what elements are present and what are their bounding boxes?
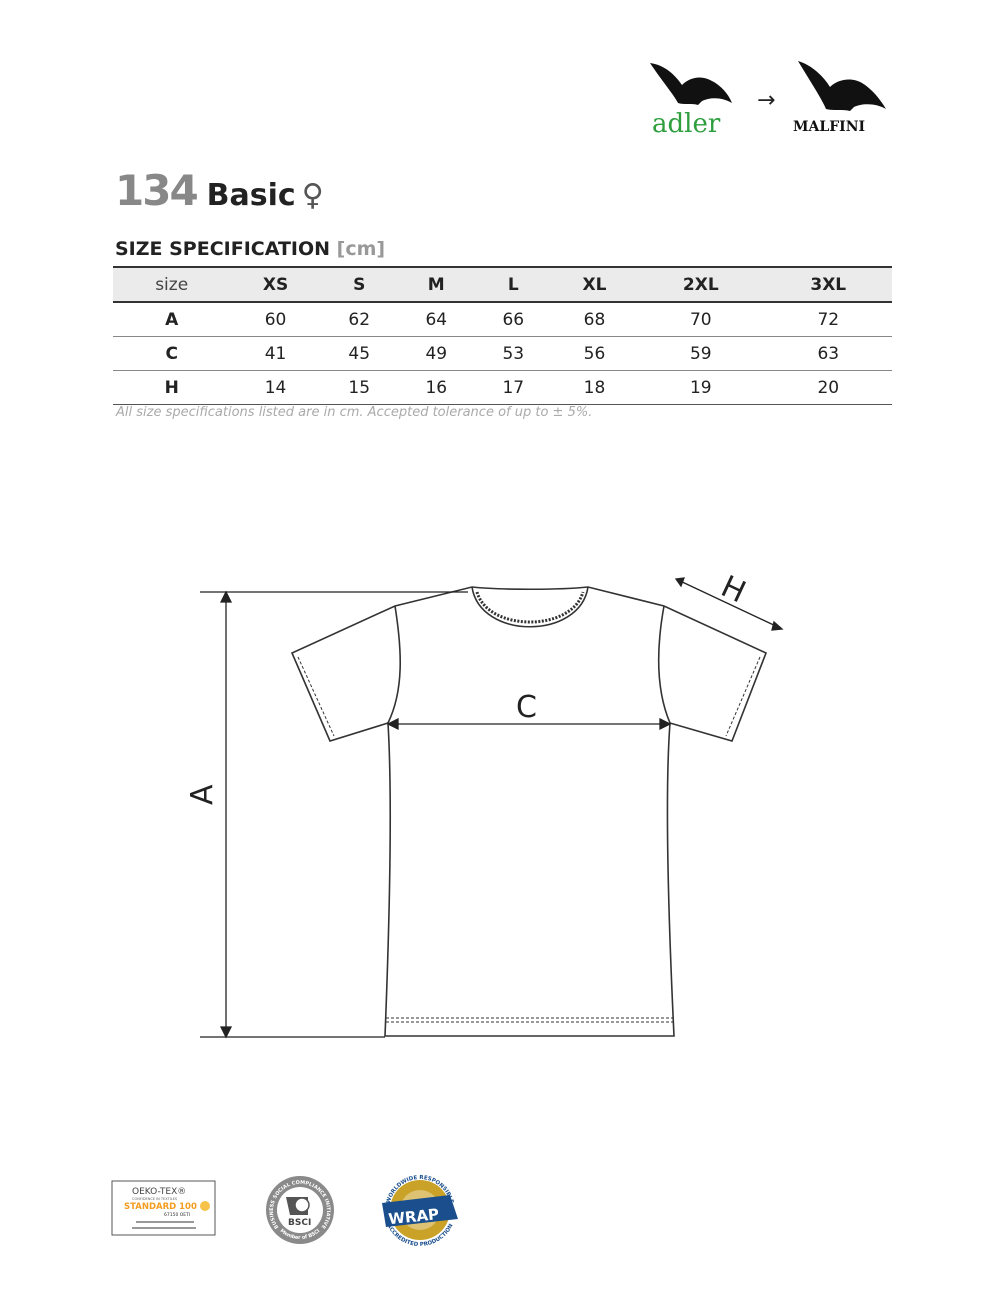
- table-cell: 66: [502, 309, 525, 330]
- table-row: C 41 45 49 53 56 59 63: [113, 337, 892, 371]
- column-header: L: [507, 274, 519, 295]
- table-cell: 20: [817, 377, 840, 398]
- svg-text:CONFIDENCE IN TEXTILES: CONFIDENCE IN TEXTILES: [132, 1197, 178, 1201]
- female-icon: ♀: [301, 178, 324, 213]
- malfini-logo: MALFINI: [793, 61, 886, 135]
- product-name: Basic: [206, 178, 296, 213]
- table-cell: 64: [425, 309, 448, 330]
- table-cell: 59: [689, 343, 712, 364]
- label-c: C: [516, 690, 537, 725]
- table-cell: 68: [583, 309, 606, 330]
- table-cell: 60: [264, 309, 287, 330]
- table-cell: 19: [689, 377, 712, 398]
- row-label: A: [165, 309, 179, 330]
- table-cell: 18: [583, 377, 606, 398]
- tshirt-outline: [290, 586, 768, 1037]
- section-title: SIZE SPECIFICATION [cm]: [115, 238, 386, 260]
- column-header: XL: [582, 274, 607, 295]
- svg-text:STANDARD 100: STANDARD 100: [124, 1202, 197, 1212]
- column-header: 3XL: [810, 274, 847, 295]
- product-number: 134: [115, 166, 199, 215]
- table-cell: 56: [583, 343, 606, 364]
- column-header: M: [427, 274, 445, 295]
- table-row: A 60 62 64 66 68 70 72: [113, 302, 892, 337]
- svg-text:OEKO-TEX®: OEKO-TEX®: [132, 1187, 186, 1197]
- table-cell: 72: [817, 309, 840, 330]
- oeko-tex-logo: OEKO-TEX® CONFIDENCE IN TEXTILES STANDAR…: [111, 1180, 216, 1236]
- table-cell: 70: [689, 309, 712, 330]
- bsci-logo: BSCI BUSINESS SOCIAL COMPLIANCE INITIATI…: [266, 1176, 334, 1244]
- column-header: S: [353, 274, 366, 295]
- svg-text:BSCI: BSCI: [288, 1218, 311, 1228]
- column-header: XS: [262, 274, 289, 295]
- certification-logos: OEKO-TEX® CONFIDENCE IN TEXTILES STANDAR…: [111, 1175, 458, 1248]
- product-title: 134 Basic ♀: [115, 166, 324, 215]
- table-cell: 62: [348, 309, 371, 330]
- svg-text:adler: adler: [652, 109, 721, 139]
- svg-text:MALFINI: MALFINI: [793, 119, 865, 135]
- table-row: H 14 15 16 17 18 19 20: [113, 371, 892, 405]
- wrap-logo: WRAP WORLDWIDE RESPONSIBLE ACCREDITED PR…: [382, 1175, 458, 1248]
- label-a: A: [185, 784, 220, 805]
- arrow-icon: →: [757, 88, 775, 113]
- svg-text:67150 OETI: 67150 OETI: [164, 1212, 190, 1218]
- table-cell: 53: [502, 343, 525, 364]
- column-header: 2XL: [682, 274, 719, 295]
- table-cell: 41: [264, 343, 287, 364]
- column-header: size: [155, 274, 189, 295]
- tolerance-note: All size specifications listed are in cm…: [116, 405, 593, 420]
- brand-logos: adler → MALFINI: [650, 61, 886, 139]
- measurement-lines: [200, 577, 784, 1039]
- adler-logo: adler: [650, 63, 732, 139]
- table-cell: 16: [425, 377, 448, 398]
- table-cell: 17: [502, 377, 525, 398]
- table-cell: 15: [348, 377, 371, 398]
- row-label: C: [165, 343, 178, 364]
- tshirt-diagram: A C H: [185, 569, 784, 1039]
- table-cell: 45: [348, 343, 371, 364]
- table-cell: 14: [264, 377, 287, 398]
- table-cell: 49: [425, 343, 448, 364]
- row-label: H: [164, 377, 179, 398]
- svg-text:WRAP: WRAP: [388, 1205, 440, 1228]
- table-cell: 63: [817, 343, 840, 364]
- size-table: size XS S M L XL 2XL 3XL A 60 62 64 66 68 70 72…: [113, 266, 892, 405]
- label-h: H: [716, 569, 751, 610]
- table-header-row: size XS S M L XL 2XL 3XL: [113, 267, 892, 302]
